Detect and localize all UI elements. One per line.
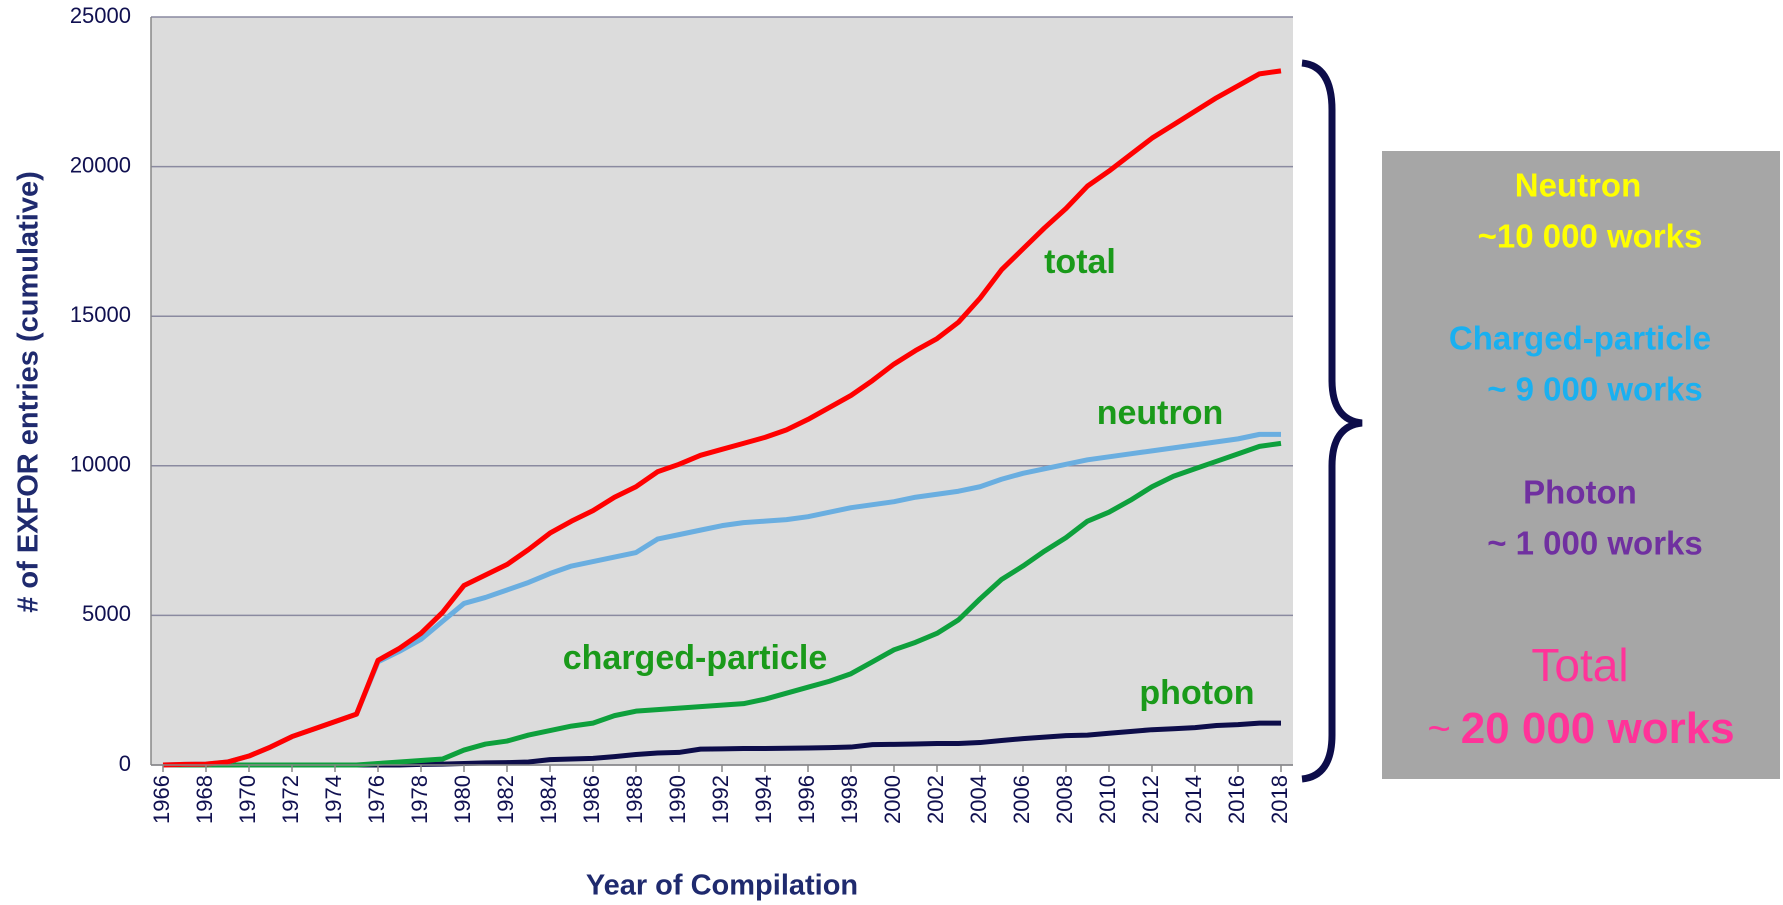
brace [1301, 59, 1363, 783]
x-tick-label: 1966 [149, 775, 174, 824]
panel-text: ~10 000 works [1478, 218, 1703, 255]
x-tick-label: 1988 [622, 775, 647, 824]
panel-text: ~ 9 000 works [1487, 371, 1703, 408]
x-tick-label: 1974 [321, 775, 346, 824]
x-tick-label: 1970 [235, 775, 260, 824]
y-tick-label: 0 [119, 751, 131, 776]
x-tick-label: 2000 [880, 775, 905, 824]
panel-title: Charged-particle [1449, 320, 1711, 357]
x-axis-label: Year of Compilation [586, 870, 858, 902]
annotation: neutron [1097, 394, 1224, 432]
x-tick-label: 2018 [1267, 775, 1292, 824]
panel-total: ~20 000 works [1427, 704, 1734, 753]
series-line [162, 68, 1282, 768]
x-tick-label: 1998 [837, 775, 862, 824]
x-tick-label: 2012 [1138, 775, 1163, 824]
x-tick-label: 1982 [493, 775, 518, 824]
y-tick-label: 15000 [70, 302, 131, 327]
x-tick-label: 1990 [665, 775, 690, 824]
x-tick-label: 1986 [579, 775, 604, 824]
y-tick-label: 20000 [70, 152, 131, 177]
y-axis-label: # of EXFOR entries (cumulative) [13, 171, 45, 613]
panel-title: Photon [1523, 474, 1637, 511]
x-tick-label: 1972 [278, 775, 303, 824]
annotation: total [1044, 243, 1116, 281]
x-tick-label: 2002 [923, 775, 948, 824]
y-tick-label: 5000 [82, 601, 131, 626]
x-tick-label: 2004 [966, 775, 991, 824]
x-tick-label: 2014 [1181, 775, 1206, 824]
x-tick-label: 2016 [1224, 775, 1249, 824]
summary-panel [1382, 151, 1780, 779]
panel-prefix: ~ [1427, 707, 1450, 751]
x-tick-label: 1996 [794, 775, 819, 824]
x-tick-label: 1984 [536, 775, 561, 824]
annotation: photon [1139, 674, 1254, 712]
x-tick-label: 1978 [407, 775, 432, 824]
x-tick-label: 1968 [192, 775, 217, 824]
panel-title: Neutron [1515, 167, 1642, 204]
x-tick-label: 1992 [708, 775, 733, 824]
y-tick-label: 25000 [70, 3, 131, 28]
y-tick-label: 10000 [70, 452, 131, 477]
x-tick-label: 2008 [1052, 775, 1077, 824]
x-tick-label: 1980 [450, 775, 475, 824]
x-tick-label: 1994 [751, 775, 776, 824]
panel-text: ~ 1 000 works [1487, 525, 1703, 562]
panel-title: Total [1531, 639, 1628, 691]
panel-text: 20 000 works [1461, 704, 1735, 753]
x-tick-label: 1976 [364, 775, 389, 824]
annotation: charged-particle [563, 639, 828, 677]
x-tick-label: 2010 [1095, 775, 1120, 824]
plot-area [151, 17, 1293, 765]
x-tick-label: 2006 [1009, 775, 1034, 824]
